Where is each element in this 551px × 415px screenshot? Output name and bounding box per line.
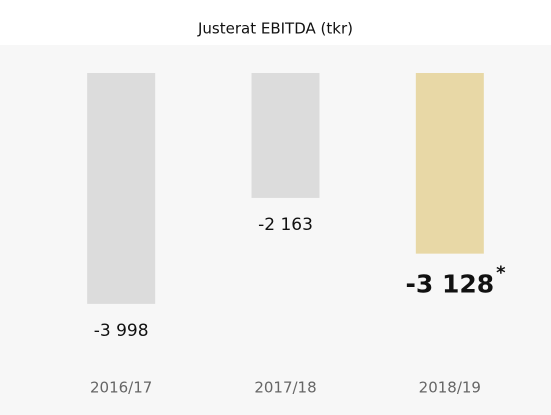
bar [87,73,156,304]
bar [251,73,320,198]
value-label: -3 998 [94,321,149,341]
value-label: -2 163 [258,215,313,235]
annotation: * [496,263,506,284]
value-label: -3 128 [405,270,494,299]
x-tick-label: 2016/17 [90,379,152,397]
x-tick-label: 2018/19 [419,379,481,397]
bar [415,73,484,254]
x-tick-label: 2017/18 [254,379,316,397]
chart-title: Justerat EBITDA (tkr) [197,20,353,38]
